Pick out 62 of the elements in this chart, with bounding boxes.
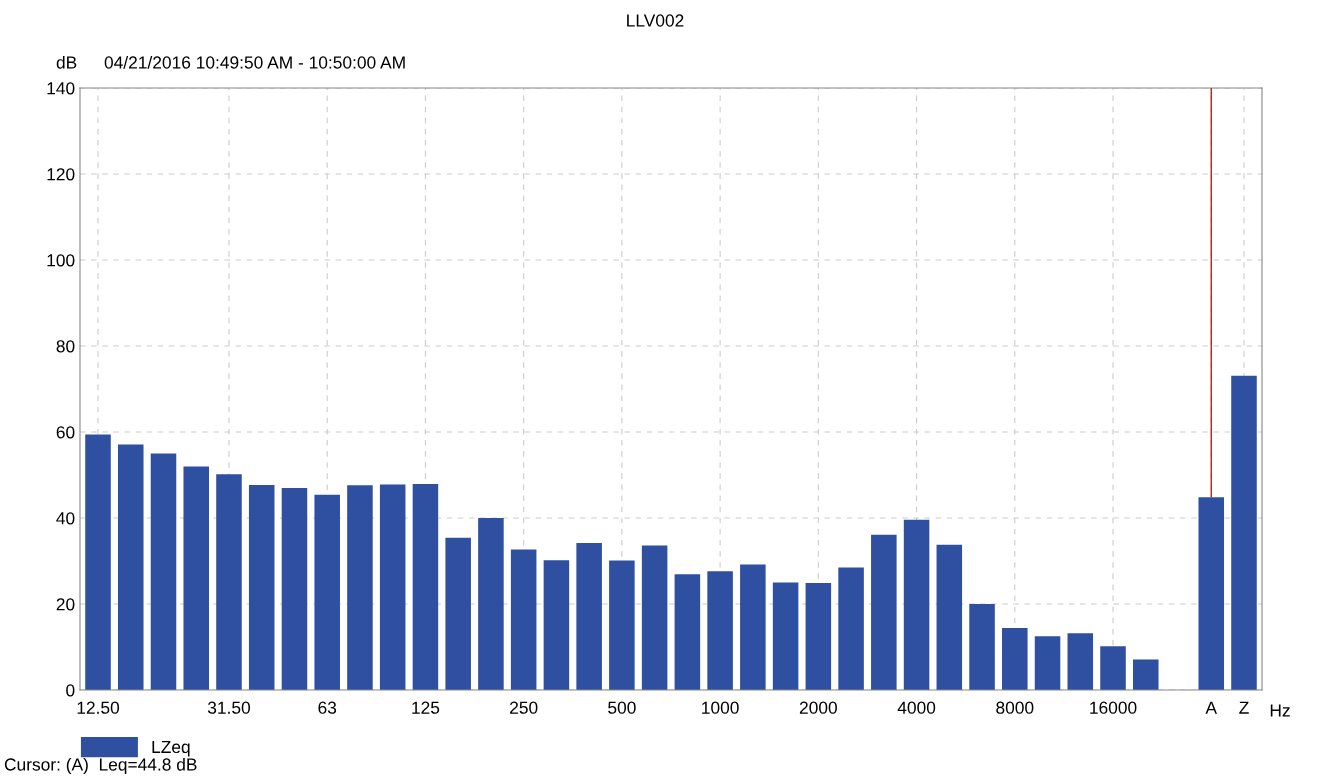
bar	[1034, 636, 1061, 690]
bar	[936, 544, 963, 690]
y-tick-label: 140	[47, 82, 75, 95]
bar	[641, 545, 668, 690]
x-tick-label: 12.50	[77, 701, 120, 714]
bar	[281, 487, 308, 690]
x-axis-title: Hz	[1270, 704, 1290, 717]
bar	[576, 542, 602, 690]
bar	[347, 485, 373, 690]
y-tick-label: 40	[56, 512, 75, 525]
bar	[1231, 375, 1257, 690]
x-tick-label: 125	[412, 701, 440, 714]
bar	[150, 453, 177, 690]
x-tick-label: 4000	[897, 701, 936, 714]
bar	[740, 564, 766, 690]
bar	[412, 484, 439, 690]
x-tick-label: 31.50	[207, 701, 251, 714]
bar	[314, 494, 340, 690]
bar	[543, 560, 570, 690]
y-tick-label: 20	[56, 598, 75, 611]
y-axis-title: dB	[56, 55, 77, 69]
bar	[871, 534, 897, 690]
bar	[85, 434, 111, 690]
bar	[772, 582, 799, 690]
bar	[805, 582, 832, 690]
bar	[248, 484, 275, 690]
y-tick-label: 120	[47, 168, 75, 181]
bar	[1198, 497, 1225, 690]
bar	[674, 574, 701, 690]
bar	[969, 604, 995, 690]
bar	[510, 549, 537, 690]
x-tick-label: A	[1205, 701, 1217, 714]
bar	[1067, 633, 1094, 690]
y-tick-label: 0	[66, 684, 75, 697]
bar	[707, 571, 733, 690]
x-tick-label: 1000	[702, 701, 739, 714]
bar	[478, 518, 504, 690]
bar	[183, 466, 209, 690]
chart-subtitle: 04/21/2016 10:49:50 AM - 10:50:00 AM	[104, 55, 405, 69]
x-tick-label: 250	[510, 701, 538, 714]
x-tick-label: 16000	[1090, 701, 1137, 714]
y-tick-label: 80	[56, 340, 75, 353]
bar	[445, 537, 471, 690]
bar	[379, 484, 406, 690]
y-tick-label: 100	[47, 254, 75, 267]
bar	[1100, 646, 1126, 690]
chart-title: LLV002	[627, 14, 684, 27]
bar	[1002, 628, 1028, 690]
x-tick-label: Z	[1239, 701, 1249, 714]
x-tick-label: 2000	[799, 701, 837, 714]
bar	[609, 560, 635, 690]
x-tick-label: 500	[608, 701, 636, 714]
bar	[1133, 659, 1159, 690]
y-tick-label: 60	[56, 426, 75, 439]
bar	[903, 519, 930, 690]
x-tick-label: 8000	[996, 701, 1034, 714]
bar	[117, 444, 144, 690]
bar	[838, 567, 864, 690]
legend-label: LZeq	[152, 740, 190, 757]
bar	[216, 474, 242, 690]
text: Cursor: (A) Leq=44.8 dB	[4, 757, 197, 775]
x-tick-label: 63	[318, 701, 337, 714]
